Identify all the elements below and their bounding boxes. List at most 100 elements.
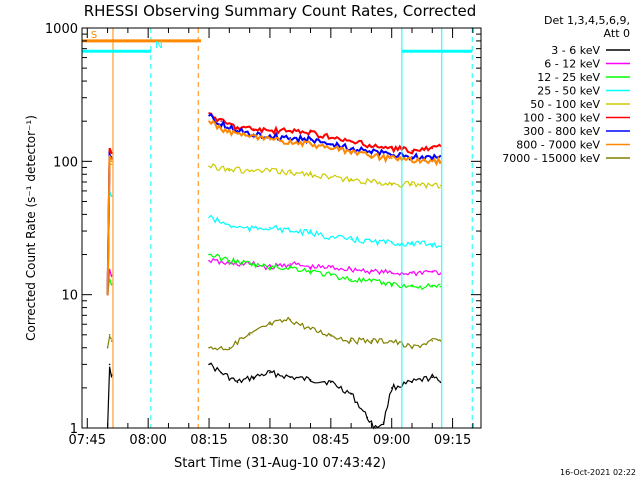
data-point — [289, 318, 292, 321]
data-point — [208, 114, 210, 117]
data-point — [252, 376, 255, 379]
data-point — [439, 160, 442, 163]
data-point — [309, 328, 312, 331]
plot-frame — [81, 27, 482, 429]
data-point — [370, 150, 373, 153]
data-point — [439, 340, 442, 342]
legend-label: 25 - 50 keV — [537, 85, 600, 98]
data-point — [108, 363, 111, 366]
data-point — [236, 129, 239, 132]
data-point — [269, 129, 271, 132]
data-point — [350, 238, 352, 241]
data-point — [350, 340, 352, 342]
data-point — [350, 147, 352, 150]
legend-label: 300 - 800 keV — [523, 125, 600, 138]
data-point — [252, 137, 255, 139]
data-point — [108, 278, 111, 281]
data-point — [220, 123, 223, 125]
data-point — [220, 128, 223, 130]
legend-label: 50 - 100 keV — [530, 98, 600, 111]
data-point — [370, 181, 373, 183]
series-line — [107, 191, 441, 295]
x-axis: 07:45 08:00 08:15 08:30 08:45 09:00 09:15 — [69, 28, 474, 448]
data-point — [110, 152, 113, 155]
data-point — [431, 156, 434, 159]
legend-label: 800 - 7000 keV — [516, 139, 600, 152]
data-point — [431, 184, 434, 187]
data-point — [439, 285, 442, 288]
x-tick-label: 09:15 — [434, 433, 471, 448]
data-point — [431, 340, 434, 342]
data-point — [289, 230, 292, 232]
x-axis-label: Start Time (31-Aug-10 07:43:42) — [174, 456, 386, 471]
data-point — [269, 139, 271, 141]
data-point — [110, 283, 113, 285]
data-point — [108, 270, 111, 272]
data-point — [252, 128, 255, 130]
data-point — [108, 334, 111, 336]
data-point — [236, 126, 239, 129]
data-point — [431, 270, 434, 272]
y-tick-label: 1000 — [45, 22, 78, 37]
data-point — [330, 266, 332, 269]
data-point — [350, 179, 352, 182]
data-point — [208, 216, 210, 219]
data-point — [350, 393, 352, 395]
annotation-label: N — [155, 40, 162, 51]
data-point — [208, 363, 210, 366]
data-point — [411, 381, 413, 384]
data-point — [110, 195, 113, 197]
data-point — [370, 155, 373, 157]
y-tick-label: 100 — [53, 155, 78, 170]
data-point — [248, 334, 251, 336]
data-point — [370, 240, 373, 243]
data-point — [289, 172, 292, 174]
data-point — [248, 228, 251, 230]
data-point — [439, 184, 442, 187]
data-point — [330, 143, 332, 145]
data-point — [228, 167, 231, 170]
data-point — [411, 285, 413, 288]
data-point — [411, 183, 413, 186]
data-point — [411, 149, 413, 152]
data-point — [330, 176, 332, 179]
data-point — [439, 381, 442, 384]
data-point — [228, 224, 231, 227]
x-tick-label: 08:15 — [190, 433, 227, 448]
legend-label: 12 - 25 keV — [537, 71, 600, 84]
data-point — [289, 376, 292, 379]
legend-label: 3 - 6 keV — [551, 44, 600, 57]
data-point — [228, 346, 231, 349]
x-tick-label: 07:45 — [69, 433, 106, 448]
series-line — [107, 362, 441, 430]
y-axis: 1 10 100 1000 — [45, 22, 481, 437]
data-point — [330, 334, 332, 336]
data-point — [110, 160, 113, 163]
annotation-label: S — [91, 30, 97, 41]
series-line — [107, 316, 441, 351]
data-point — [309, 143, 312, 145]
data-point — [390, 387, 393, 389]
data-point — [289, 137, 292, 139]
data-point — [309, 232, 312, 234]
data-point — [110, 163, 113, 166]
data-point — [350, 150, 352, 153]
data-point — [390, 283, 393, 285]
data-point — [208, 253, 210, 256]
data-point — [366, 416, 369, 419]
data-point — [289, 263, 292, 265]
data-point — [110, 340, 113, 342]
data-point — [370, 270, 373, 272]
data-point — [269, 169, 271, 172]
data-point — [269, 266, 271, 269]
data-point — [350, 278, 352, 281]
x-tick-label: 09:00 — [373, 433, 410, 448]
data-point — [431, 376, 434, 379]
data-point — [309, 173, 312, 176]
data-point — [208, 112, 210, 114]
legend-header-line-2: Att 0 — [604, 27, 630, 40]
data-point — [411, 243, 413, 245]
